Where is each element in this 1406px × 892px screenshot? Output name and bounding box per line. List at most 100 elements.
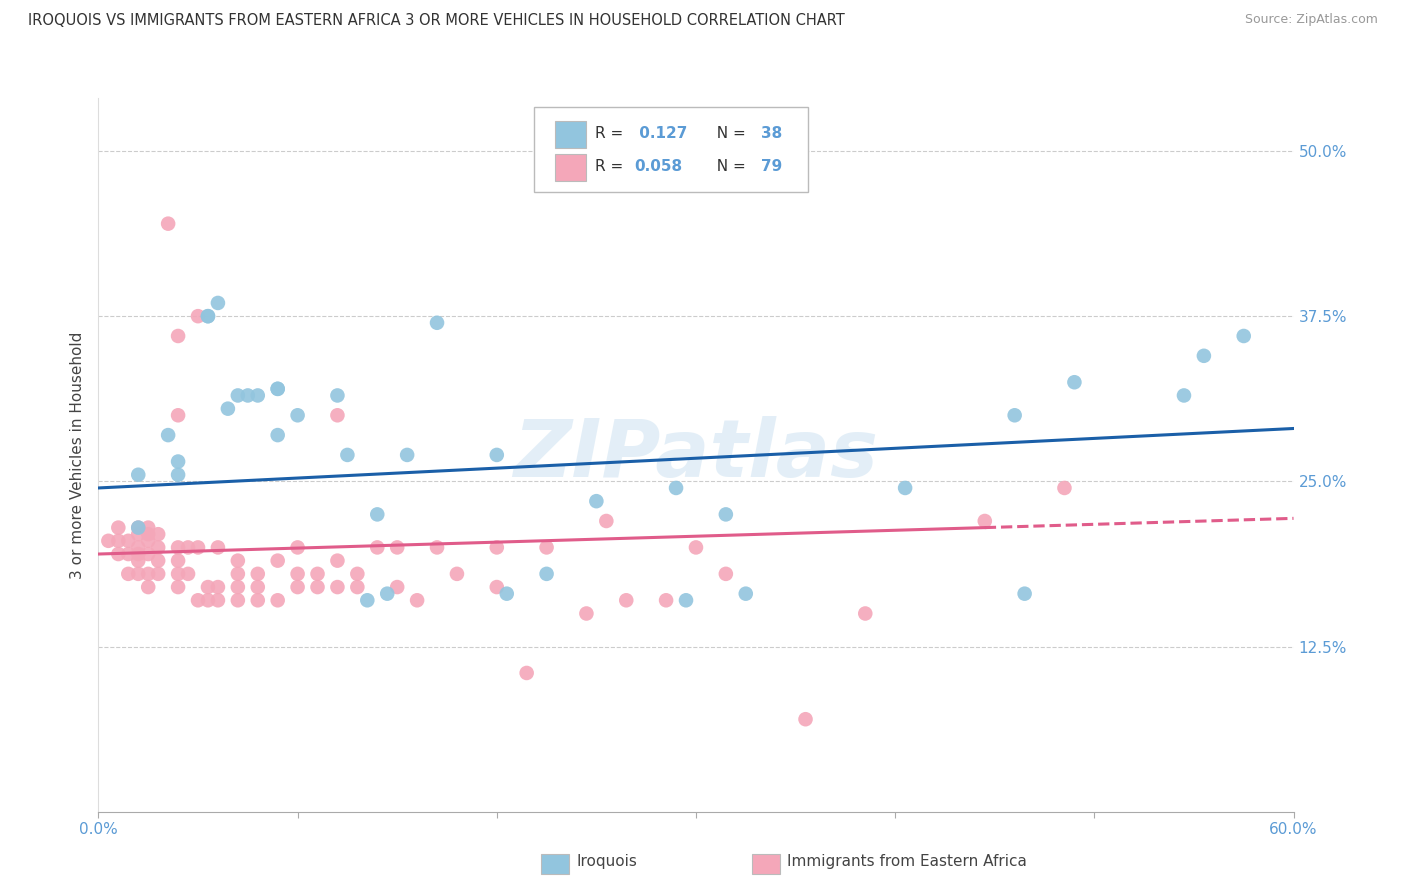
Point [426,541,449,555]
Text: IROQUOIS VS IMMIGRANTS FROM EASTERN AFRICA 3 OR MORE VEHICLES IN HOUSEHOLD CORRE: IROQUOIS VS IMMIGRANTS FROM EASTERN AFRI… [28,13,845,29]
Point [346,566,368,581]
Point [267,382,290,396]
Point [1063,376,1085,390]
Text: 0.058: 0.058 [634,159,682,174]
Point [536,566,558,581]
Point [287,580,309,594]
Text: N =: N = [707,159,751,174]
Point [117,547,139,561]
Text: 79: 79 [761,159,782,174]
Point [148,554,170,568]
Point [714,566,737,581]
Point [356,593,378,607]
Point [495,587,517,601]
Point [167,467,190,482]
Point [267,428,290,442]
Point [207,541,229,555]
Point [375,587,398,601]
Point [485,580,508,594]
Point [326,409,349,423]
Point [366,541,388,555]
Text: ZIPatlas: ZIPatlas [513,416,879,494]
Point [127,566,149,581]
Point [127,541,149,555]
Point [167,554,190,568]
Point [226,593,249,607]
Point [287,409,309,423]
Point [207,593,229,607]
Point [307,566,329,581]
Point [167,566,190,581]
Point [217,401,239,416]
Point [385,541,409,555]
Point [226,554,249,568]
Point [714,508,737,522]
Point [665,481,688,495]
Point [117,533,139,548]
Point [136,527,159,541]
Point [187,541,209,555]
Point [406,593,429,607]
Point [246,566,269,581]
Point [157,217,180,231]
Point [246,580,269,594]
Point [127,520,149,534]
Point [307,580,329,594]
Text: R =: R = [595,159,628,174]
Point [485,541,508,555]
Point [117,566,139,581]
Point [973,514,995,528]
Point [1192,349,1215,363]
Point [516,665,538,680]
Point [287,566,309,581]
Point [794,712,817,726]
Point [127,547,149,561]
Point [575,607,598,621]
Point [536,541,558,555]
Point [136,533,159,548]
Point [614,593,637,607]
Point [136,566,159,581]
Point [167,580,190,594]
Text: Iroquois: Iroquois [576,854,637,869]
Point [685,541,707,555]
Point [107,547,129,561]
Point [595,514,617,528]
Point [485,448,508,462]
Point [148,527,170,541]
Point [246,593,269,607]
Point [267,593,290,607]
Point [446,566,468,581]
Point [894,481,917,495]
Point [675,593,697,607]
Point [853,607,876,621]
Point [177,541,200,555]
Point [127,554,149,568]
Point [246,388,269,402]
Point [655,593,678,607]
Point [107,520,129,534]
Point [197,309,219,323]
Point [426,316,449,330]
Point [107,533,129,548]
Point [187,593,209,607]
Point [187,309,209,323]
Point [346,580,368,594]
Point [148,541,170,555]
Point [197,309,219,323]
Point [226,580,249,594]
Point [326,554,349,568]
Point [267,554,290,568]
Point [336,448,359,462]
Point [207,296,229,310]
Point [734,587,756,601]
Point [207,580,229,594]
Point [585,494,607,508]
Point [157,428,180,442]
Point [326,580,349,594]
Y-axis label: 3 or more Vehicles in Household: 3 or more Vehicles in Household [70,331,86,579]
Point [177,566,200,581]
Point [1053,481,1076,495]
Point [385,580,409,594]
Point [396,448,419,462]
